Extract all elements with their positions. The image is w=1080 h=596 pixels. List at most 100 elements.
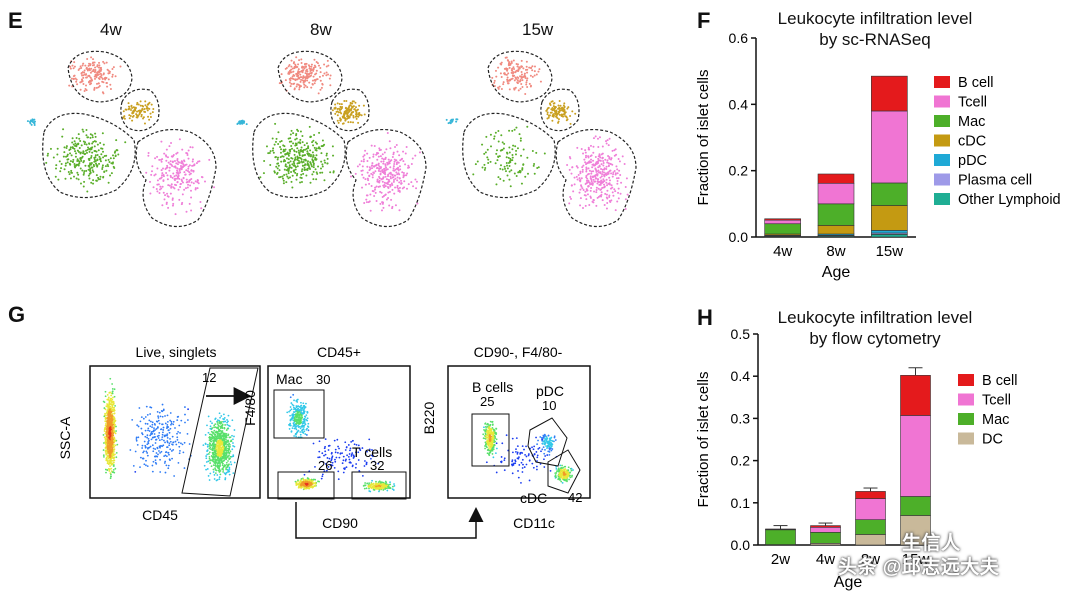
bar-segment-dc: [855, 534, 886, 546]
tsne-plot-15w: [445, 50, 637, 228]
y-tick-label: 0.2: [729, 163, 749, 179]
chart-f-title-line1: Leukocyte infiltration level: [777, 9, 973, 28]
legend-swatch: [958, 393, 974, 406]
legend-label: cDC: [958, 134, 986, 150]
legend-label: DC: [982, 432, 1003, 448]
flow-plot-2-mac-label: Mac: [276, 371, 302, 387]
flow-plot-2-ylabel: F4/80: [242, 390, 258, 426]
legend-swatch: [934, 173, 950, 186]
flow-plot-3-bcell-gate: [471, 413, 510, 467]
y-tick-label: 0.0: [731, 537, 751, 553]
flow-plot-1-gate: [181, 367, 259, 497]
bar-segment-mac: [817, 203, 855, 226]
legend-label: Tcell: [982, 393, 1011, 409]
legend-swatch: [958, 432, 974, 445]
flow-gating: Live, singlets 12 SSC-A CD45 CD45+ Mac 3…: [57, 344, 591, 539]
bar-segment-tcell: [817, 182, 855, 205]
tsne-age-label-15w: 15w: [522, 20, 554, 39]
x-tick-label: 4w: [816, 551, 835, 568]
flow-plot-1-frame: [89, 365, 261, 499]
y-tick-label: 0.4: [731, 368, 751, 384]
chart-h-title-line1: Leukocyte infiltration level: [777, 308, 973, 327]
flow-plot-3-pdc-value: 10: [542, 398, 556, 413]
y-tick-label: 0.2: [731, 453, 751, 469]
bar-segment-tcell: [810, 526, 841, 533]
y-tick-label: 0.6: [729, 30, 749, 46]
y-tick-label: 0.5: [731, 326, 751, 342]
legend-swatch: [934, 76, 950, 88]
bar-segment-mac: [871, 182, 908, 206]
legend-label: Mac: [958, 114, 985, 130]
flow-plot-3-pdc-gate: [527, 417, 568, 467]
chart-h: 0.0 0.1 0.2 0.3 0.4 0.5 Fraction of islet cell…: [695, 326, 1017, 591]
panel-letter-f: F: [697, 8, 711, 33]
flow-plot-2-tcell-label: T cells: [352, 444, 392, 460]
legend-swatch: [958, 374, 974, 386]
legend-swatch: [934, 154, 950, 166]
bar-segment-mac: [810, 532, 841, 544]
flow-plot-2-other-gate: [277, 471, 335, 500]
bar-segment-b-cell: [764, 218, 801, 221]
bar-segment-b-cell: [810, 525, 841, 528]
bar-segment-other-lymphoid: [871, 234, 908, 238]
y-tick-label: 0.0: [729, 229, 749, 245]
flow-plot-3-ylabel: B220: [421, 401, 437, 434]
x-tick-label: 2w: [771, 551, 790, 568]
y-axis-label: Fraction of islet cells: [695, 70, 712, 206]
panel-letter-g: G: [8, 302, 26, 327]
flow-plot-1-gate-value: 12: [202, 370, 216, 385]
legend-swatch: [934, 95, 950, 108]
bar-segment-mac: [900, 496, 931, 516]
watermark-bottom: 头条 @邱志远大夫: [838, 557, 1000, 578]
legend-label: Plasma cell: [958, 173, 1032, 189]
panel-letter-h: H: [697, 305, 713, 330]
legend-swatch: [934, 134, 950, 147]
bar-segment-b-cell: [855, 491, 886, 499]
bar-segment-tcell: [764, 219, 801, 225]
flow-plot-1-title: Live, singlets: [136, 344, 217, 360]
x-tick-label: 4w: [773, 243, 792, 260]
y-axis-label: Fraction of islet cells: [695, 372, 712, 508]
legend-swatch: [934, 115, 950, 127]
flow-plot-1-xlabel: CD45: [142, 507, 178, 523]
legend-label: Tcell: [958, 95, 987, 111]
bar-segment-cdc: [817, 225, 855, 235]
legend-swatch: [958, 413, 974, 425]
bar-segment-tcell: [855, 498, 886, 520]
flow-plot-3-bcell-label: B cells: [472, 379, 513, 395]
x-tick-label: 8w: [861, 551, 880, 568]
flow-plot-3-xlabel: CD11c: [513, 515, 555, 531]
flow-plot-3-cdc-value: 42: [568, 490, 582, 505]
flow-plot-2-other-value: 26: [318, 458, 332, 473]
bar-segment-pdc: [871, 230, 908, 234]
bar-segment-mac: [764, 223, 801, 235]
flow-plot-3-title: CD90-, F4/80-: [474, 344, 563, 360]
chart-h-title: Leukocyte infiltration level by flow cyt…: [755, 307, 995, 349]
bar-segment-b-cell: [900, 375, 931, 416]
legend-label: pDC: [958, 153, 987, 169]
flow-plot-2-tcell-gate: [351, 471, 407, 500]
x-tick-label: 8w: [826, 243, 845, 260]
chart-f-title-line2: by sc-RNASeq: [819, 30, 931, 49]
bar-segment-mac: [855, 519, 886, 535]
legend-swatch: [934, 193, 950, 205]
x-tick-label: 15w: [902, 551, 930, 568]
watermark-top: 生信人: [902, 533, 961, 554]
flow-plot-3-cdc-gate: [547, 449, 581, 494]
flow-plot-2-xlabel: CD90: [322, 515, 358, 531]
gate-arrow-2: [295, 502, 484, 539]
y-tick-label: 0.1: [731, 495, 751, 511]
bar-segment-b-cell: [871, 75, 908, 112]
legend-label: Mac: [982, 412, 1009, 428]
bar-segment-cdc: [871, 205, 908, 231]
tsne-plot-8w: [236, 50, 427, 228]
flow-plot-3-pdc-label: pDC: [536, 383, 564, 399]
flow-plot-1-ylabel: SSC-A: [57, 416, 73, 459]
tsne-age-label-8w: 8w: [310, 20, 332, 39]
x-axis-label: Age: [834, 574, 863, 591]
panel-letter-e: E: [8, 8, 23, 33]
flow-plot-3-bcell-value: 25: [480, 394, 494, 409]
bar-segment-tcell: [900, 415, 931, 497]
x-tick-label: 15w: [876, 243, 904, 260]
legend-label: B cell: [982, 373, 1017, 389]
